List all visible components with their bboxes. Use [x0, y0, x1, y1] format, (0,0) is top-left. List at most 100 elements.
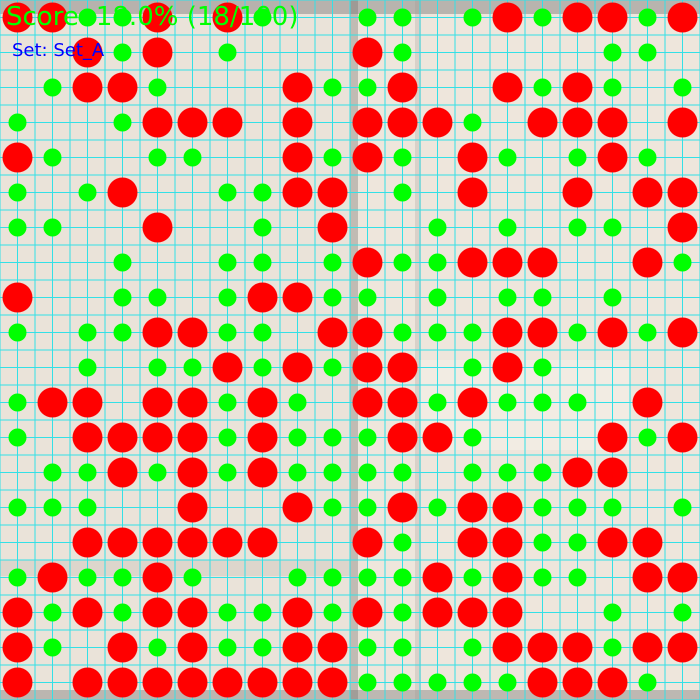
- miss-marker: [492, 72, 523, 103]
- miss-marker: [282, 142, 313, 173]
- miss-marker: [667, 107, 698, 138]
- miss-marker: [597, 422, 628, 453]
- hit-marker: [218, 603, 237, 622]
- hit-marker: [533, 358, 552, 377]
- hit-marker: [323, 463, 342, 482]
- hit-marker: [393, 323, 412, 342]
- hit-marker: [43, 463, 62, 482]
- hit-marker: [568, 393, 587, 412]
- miss-marker: [212, 2, 243, 33]
- miss-marker: [632, 177, 663, 208]
- miss-marker: [142, 597, 173, 628]
- hit-marker: [78, 8, 97, 27]
- hit-marker: [463, 8, 482, 27]
- hit-marker: [498, 218, 517, 237]
- miss-marker: [72, 37, 103, 68]
- miss-marker: [72, 387, 103, 418]
- hit-marker: [288, 428, 307, 447]
- hit-marker: [533, 533, 552, 552]
- miss-marker: [597, 317, 628, 348]
- hit-marker: [8, 393, 27, 412]
- hit-marker: [253, 358, 272, 377]
- hit-marker: [218, 253, 237, 272]
- hit-marker: [323, 498, 342, 517]
- miss-marker: [2, 597, 33, 628]
- miss-marker: [72, 527, 103, 558]
- hit-marker: [428, 218, 447, 237]
- miss-marker: [562, 177, 593, 208]
- hit-marker: [113, 323, 132, 342]
- hit-marker: [148, 78, 167, 97]
- hit-marker: [393, 463, 412, 482]
- miss-marker: [387, 352, 418, 383]
- hit-marker: [43, 498, 62, 517]
- hit-marker: [78, 183, 97, 202]
- hit-marker: [358, 463, 377, 482]
- hit-marker: [218, 43, 237, 62]
- miss-marker: [2, 2, 33, 33]
- miss-marker: [72, 422, 103, 453]
- hit-marker: [533, 393, 552, 412]
- hit-marker: [568, 498, 587, 517]
- miss-marker: [352, 527, 383, 558]
- miss-marker: [492, 2, 523, 33]
- miss-marker: [597, 457, 628, 488]
- miss-marker: [387, 492, 418, 523]
- hit-marker: [533, 498, 552, 517]
- miss-marker: [247, 387, 278, 418]
- miss-marker: [247, 422, 278, 453]
- hit-marker: [8, 323, 27, 342]
- miss-marker: [142, 387, 173, 418]
- miss-marker: [177, 492, 208, 523]
- hit-marker: [568, 148, 587, 167]
- miss-marker: [37, 387, 68, 418]
- hit-marker: [393, 253, 412, 272]
- hit-marker: [148, 358, 167, 377]
- miss-marker: [72, 667, 103, 698]
- hit-marker: [218, 183, 237, 202]
- hit-marker: [568, 323, 587, 342]
- hit-marker: [113, 8, 132, 27]
- miss-marker: [317, 667, 348, 698]
- hit-marker: [253, 638, 272, 657]
- miss-marker: [527, 317, 558, 348]
- miss-marker: [352, 387, 383, 418]
- hit-marker: [638, 428, 657, 447]
- miss-marker: [282, 107, 313, 138]
- hit-marker: [358, 8, 377, 27]
- miss-marker: [212, 527, 243, 558]
- hit-marker: [428, 288, 447, 307]
- hit-marker: [218, 393, 237, 412]
- hit-marker: [183, 568, 202, 587]
- hit-marker: [393, 43, 412, 62]
- miss-marker: [352, 107, 383, 138]
- miss-marker: [107, 422, 138, 453]
- miss-marker: [387, 387, 418, 418]
- miss-marker: [177, 422, 208, 453]
- miss-marker: [492, 247, 523, 278]
- miss-marker: [37, 2, 68, 33]
- hit-marker: [638, 148, 657, 167]
- miss-marker: [72, 597, 103, 628]
- miss-marker: [177, 597, 208, 628]
- hit-marker: [78, 568, 97, 587]
- miss-marker: [177, 632, 208, 663]
- hit-marker: [638, 43, 657, 62]
- miss-marker: [2, 142, 33, 173]
- hit-marker: [463, 323, 482, 342]
- miss-marker: [317, 212, 348, 243]
- hit-marker: [8, 428, 27, 447]
- miss-marker: [2, 632, 33, 663]
- miss-marker: [387, 422, 418, 453]
- miss-marker: [282, 492, 313, 523]
- miss-marker: [352, 317, 383, 348]
- hit-marker: [463, 358, 482, 377]
- miss-marker: [492, 352, 523, 383]
- miss-marker: [667, 177, 698, 208]
- hit-marker: [358, 428, 377, 447]
- miss-marker: [422, 107, 453, 138]
- hit-marker: [323, 568, 342, 587]
- miss-marker: [422, 562, 453, 593]
